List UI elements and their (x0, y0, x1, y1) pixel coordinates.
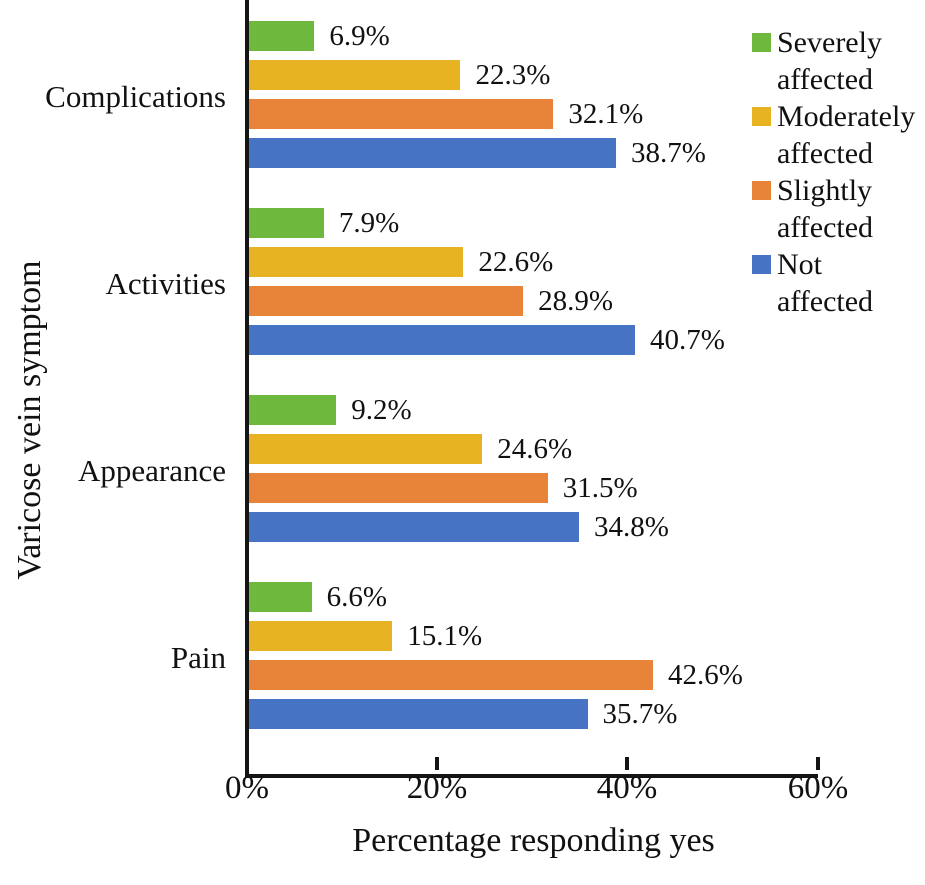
legend-swatch-severely (752, 33, 771, 52)
bar-not-affected-appearance (249, 512, 580, 542)
bar-row: 31.5% (249, 471, 818, 504)
x-axis-title: Percentage responding yes (352, 822, 715, 859)
x-tick-label-60: 60% (787, 770, 849, 806)
bar-row: 9.2% (249, 393, 818, 426)
bar-row: 32.1% (249, 97, 818, 130)
bar-moderately-pain (249, 621, 393, 651)
bar-moderately-appearance (249, 434, 483, 464)
bar-slightly-complications (249, 99, 554, 129)
legend-label-line1: Severely (777, 26, 882, 59)
bar-row: 38.7% (249, 136, 818, 169)
legend-label-line2: affected (777, 137, 874, 170)
bar-value-label: 22.3% (475, 58, 551, 91)
x-axis-tick (435, 757, 439, 770)
bar-value-label: 35.7% (602, 697, 678, 730)
plot-area: 6.9% 22.3% 32.1% 38.7% 7.9% 22.6% (245, 0, 818, 778)
category-label-appearance: Appearance (77, 453, 226, 488)
legend: Severely affected Moderately affected Sl… (752, 24, 915, 320)
legend-label: Severely affected (777, 24, 882, 98)
legend-label-line1: Not (777, 248, 822, 281)
legend-item-moderately: Moderately affected (752, 98, 915, 172)
bar-row: 15.1% (249, 619, 818, 652)
bar-value-label: 40.7% (649, 323, 725, 356)
x-tick-label-40: 40% (596, 770, 658, 806)
bar-row: 22.3% (249, 58, 818, 91)
bar-value-label: 31.5% (562, 471, 638, 504)
bar-value-label: 42.6% (667, 658, 743, 691)
x-axis-tick (245, 757, 249, 770)
bar-slightly-pain (249, 660, 653, 690)
bar-group-appearance: 9.2% 24.6% 31.5% 34.8% (249, 393, 818, 543)
bar-row: 7.9% (249, 206, 818, 239)
bar-group-pain: 6.6% 15.1% 42.6% 35.7% (249, 580, 818, 730)
y-axis-title: Varicose vein symptom (11, 260, 48, 580)
bar-value-label: 7.9% (338, 206, 400, 239)
bar-value-label: 9.2% (351, 393, 412, 426)
bar-row: 24.6% (249, 432, 818, 465)
legend-item-not-affected: Not affected (752, 246, 915, 320)
legend-item-slightly: Slightly affected (752, 172, 915, 246)
legend-item-severely: Severely affected (752, 24, 915, 98)
legend-swatch-moderately (752, 107, 771, 126)
bar-slightly-appearance (249, 473, 548, 503)
bar-severely-activities (249, 208, 324, 238)
bar-moderately-activities (249, 247, 464, 277)
bar-not-affected-pain (249, 699, 588, 729)
legend-label-line1: Slightly (777, 174, 873, 207)
bar-row: 35.7% (249, 697, 818, 730)
bar-value-label: 6.6% (326, 580, 387, 613)
bar-severely-pain (249, 582, 312, 612)
bar-severely-appearance (249, 395, 337, 425)
legend-label-line2: affected (777, 211, 874, 244)
x-tick-label-20: 20% (406, 770, 468, 806)
legend-label: Slightly affected (777, 172, 873, 246)
bar-moderately-complications (249, 60, 461, 90)
bar-value-label: 32.1% (568, 97, 644, 130)
bar-value-label: 38.7% (631, 136, 706, 169)
bar-value-label: 24.6% (497, 432, 573, 465)
bar-row: 6.9% (249, 19, 818, 52)
bar-severely-complications (249, 21, 315, 51)
bar-row: 6.6% (249, 580, 818, 613)
legend-label-line2: affected (777, 63, 874, 96)
bar-value-label: 28.9% (538, 284, 613, 317)
x-tick-label-0: 0% (225, 770, 269, 806)
legend-label-line1: Moderately (777, 100, 916, 133)
x-axis-tick (625, 757, 629, 770)
legend-swatch-not-affected (752, 255, 771, 274)
legend-swatch-slightly (752, 181, 771, 200)
category-label-activities: Activities (105, 266, 226, 301)
bar-row: 28.9% (249, 284, 818, 317)
bar-row: 40.7% (249, 323, 818, 356)
x-axis-tick (816, 757, 820, 770)
bar-value-label: 15.1% (407, 619, 483, 652)
bar-group-complications: 6.9% 22.3% 32.1% 38.7% (249, 19, 818, 169)
bar-row: 34.8% (249, 510, 818, 543)
bar-value-label: 34.8% (594, 510, 669, 543)
bar-value-label: 22.6% (478, 245, 554, 278)
legend-label-line2: affected (777, 285, 874, 318)
category-label-pain: Pain (170, 640, 226, 675)
legend-label: Not affected (777, 246, 873, 320)
bar-not-affected-activities (249, 325, 635, 355)
bar-slightly-activities (249, 286, 524, 316)
category-label-complications: Complications (45, 79, 226, 114)
bar-group-activities: 7.9% 22.6% 28.9% 40.7% (249, 206, 818, 356)
bar-value-label: 6.9% (329, 19, 390, 52)
legend-label: Moderately affected (777, 98, 915, 172)
bar-row: 42.6% (249, 658, 818, 691)
bar-row: 22.6% (249, 245, 818, 278)
bar-not-affected-complications (249, 138, 616, 168)
